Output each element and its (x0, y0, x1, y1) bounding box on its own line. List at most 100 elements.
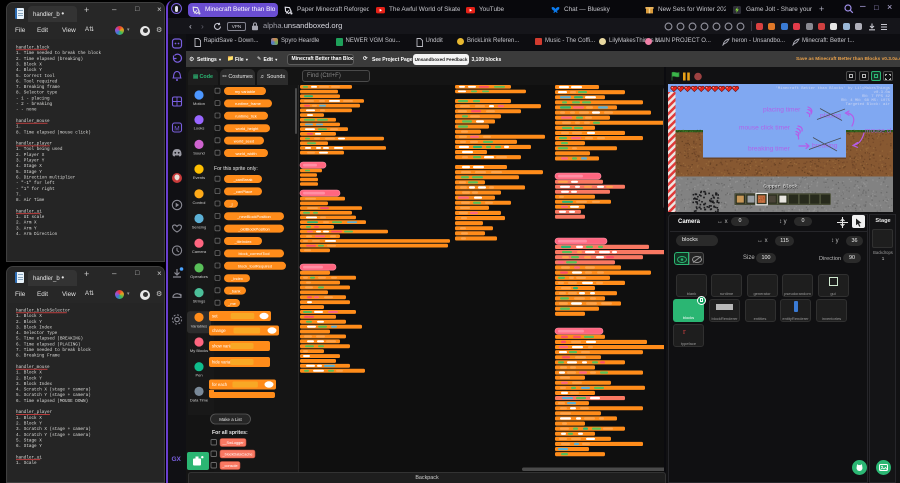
svg-text:8. Air Time: 8. Air Time (16, 198, 45, 203)
svg-text:breaking timer: breaking timer (748, 146, 791, 153)
svg-text:_canPlace: _canPlace (233, 189, 253, 194)
svg-text:4. Stage X: 4. Stage X (16, 164, 42, 169)
svg-text:Operators: Operators (190, 274, 208, 279)
svg-text:v0.3.0a: v0.3.0a (874, 91, 891, 95)
svg-text:_newBlockPosition: _newBlockPosition (236, 214, 271, 219)
svg-text:1. Scale: 1. Scale (16, 461, 37, 466)
svg-text:- - none: - - none (16, 108, 37, 113)
svg-text:3. Player Y: 3. Player Y (16, 159, 45, 164)
svg-text:world_width: world_width (235, 151, 256, 156)
svg-text:5. Correct tool: 5. Correct tool (16, 74, 55, 79)
svg-text:handler_mouse: handler_mouse (16, 119, 50, 124)
svg-text:show variable: show variable (212, 344, 238, 349)
svg-text:2. Time elapsed (breaking): 2. Time elapsed (breaking) (16, 57, 83, 62)
svg-text:Targeted Block: air: Targeted Block: air (846, 102, 890, 107)
svg-text:1. Block X: 1. Block X (16, 416, 42, 421)
svg-text:RN: 4 MN: 68 MS: 1075: RN: 4 MN: 68 MS: 1075 (841, 99, 891, 103)
svg-text:set: set (212, 314, 218, 319)
svg-text:8. Time elapsed (mouse click): 8. Time elapsed (mouse click) (16, 130, 91, 135)
svg-text:runtime_tick: runtime_tick (235, 114, 257, 119)
svg-text:Strings: Strings (193, 299, 205, 304)
svg-text:world_height: world_height (236, 126, 260, 131)
svg-text:5. Time elapsed (BREAKING): 5. Time elapsed (BREAKING) (16, 337, 83, 342)
svg-text:__SwLogger: __SwLogger (221, 441, 244, 445)
svg-text:2. Player X: 2. Player X (16, 153, 45, 158)
svg-text:For this sprite only:: For this sprite only: (214, 166, 258, 172)
svg-text:- 2 - breaking: - 2 - breaking (16, 102, 53, 107)
svg-text:_blockDataCache: _blockDataCache (222, 453, 253, 457)
svg-text:placing timer: placing timer (763, 107, 801, 114)
svg-text:My Blocks: My Blocks (190, 348, 208, 353)
svg-text:M: M (174, 125, 179, 132)
svg-text:2. Block Y: 2. Block Y (16, 422, 42, 427)
svg-text:handler_ui: handler_ui (16, 455, 42, 460)
svg-text:3. Block X: 3. Block X (16, 62, 42, 67)
svg-text:block_correctTool: block_correctTool (238, 251, 269, 256)
svg-text:4. Scratch X (stage + camera): 4. Scratch X (stage + camera) (16, 388, 91, 393)
svg-text:1. Block X: 1. Block X (16, 371, 42, 376)
svg-text:3. Scratch X (stage + camera): 3. Scratch X (stage + camera) (16, 427, 91, 432)
svg-text:Sound: Sound (193, 150, 205, 155)
svg-text:Sensing: Sensing (192, 225, 206, 230)
svg-text:_canBreak: _canBreak (232, 177, 252, 182)
svg-text:1. Tool being used: 1. Tool being used (16, 147, 63, 152)
svg-text:_bank: _bank (229, 288, 241, 293)
svg-text:Copper Block: Copper Block (764, 184, 798, 190)
svg-text:hide variable: hide variable (212, 360, 236, 365)
svg-text:handler_blockSelector: handler_blockSelector (16, 309, 71, 314)
svg-text:Copper Block: Copper Block (763, 184, 797, 190)
svg-text:for each: for each (212, 382, 228, 387)
svg-text:4. Arm Direction: 4. Arm Direction (16, 232, 58, 237)
svg-text:Variables: Variables (191, 323, 207, 328)
svg-text:runtime_frame: runtime_frame (235, 101, 262, 106)
svg-text:breaking: breaking (812, 143, 838, 150)
svg-text:5. Stage Y: 5. Stage Y (16, 170, 42, 175)
svg-text:7. Breaking frame: 7. Breaking frame (16, 85, 60, 90)
svg-text:6. Stage Y: 6. Stage Y (16, 444, 42, 449)
svg-text:5. Stage X: 5. Stage X (16, 438, 42, 443)
svg-text:Events: Events (193, 175, 205, 180)
svg-text:block_toolRequired: block_toolRequired (238, 264, 272, 269)
svg-text:Camera: Camera (192, 249, 207, 254)
svg-text:GX: GX (172, 456, 182, 463)
svg-text:For all sprites:: For all sprites: (212, 430, 248, 436)
svg-text:Pen: Pen (195, 373, 202, 378)
svg-text:Data Time: Data Time (190, 397, 209, 402)
svg-text:mouse click timer: mouse click timer (739, 125, 791, 132)
svg-text:6. Tool required: 6. Tool required (16, 79, 58, 84)
svg-text:8. Selector type: 8. Selector type (16, 91, 58, 96)
svg-text:7.: 7. (16, 192, 21, 197)
svg-text:change: change (212, 328, 226, 333)
svg-text:- "-1" for left: - "-1" for left (16, 181, 55, 186)
svg-text:4. Scratch Y (stage + camera): 4. Scratch Y (stage + camera) (16, 433, 91, 438)
svg-text:RN: 7 FPS 42: RN: 7 FPS 42 (862, 95, 891, 99)
svg-text:handler_mouse: handler_mouse (16, 365, 50, 370)
svg-text:_tileIndex: _tileIndex (233, 239, 251, 244)
svg-text:3. Arm Y: 3. Arm Y (16, 226, 37, 231)
svg-text:3. Block Index: 3. Block Index (16, 382, 53, 387)
svg-text:6. Time elapsed (PLACING): 6. Time elapsed (PLACING) (16, 342, 80, 347)
svg-text:handler_player: handler_player (16, 142, 53, 147)
svg-text:2. Block Y: 2. Block Y (16, 376, 42, 381)
svg-text:1. Time needed to break the bl: 1. Time needed to break the block (16, 51, 102, 56)
svg-text:4. Selector Type: 4. Selector Type (16, 331, 58, 336)
svg-text:2. Arm X: 2. Arm X (16, 221, 37, 226)
svg-text:1. Block X: 1. Block X (16, 314, 42, 319)
svg-text:Make a List: Make a List (219, 417, 242, 422)
svg-text:5. Scratch Y (stage + camera): 5. Scratch Y (stage + camera) (16, 393, 91, 398)
svg-text:6. Time elapsed (MOUSE DOWN): 6. Time elapsed (MOUSE DOWN) (16, 399, 88, 404)
svg-text:_oldBlockPosition: _oldBlockPosition (237, 226, 270, 231)
svg-text:4. Block Y: 4. Block Y (16, 68, 42, 73)
svg-text:8. Breaking Frame: 8. Breaking Frame (16, 354, 60, 359)
svg-text:- 1 - placing: - 1 - placing (16, 96, 50, 101)
svg-text:handler_block: handler_block (16, 46, 50, 51)
svg-text:- "1" for right: - "1" for right (16, 187, 55, 192)
svg-text:Motion: Motion (193, 101, 205, 106)
svg-text:_j: _j (228, 202, 232, 207)
svg-text:3. Block Index: 3. Block Index (16, 325, 53, 330)
svg-text:'Minecraft Better than Blocks': 'Minecraft Better than Blocks' by LilyMa… (776, 86, 891, 91)
svg-text:7. Time needed to break block: 7. Time needed to break block (16, 348, 91, 353)
svg-text:handler_player: handler_player (16, 410, 53, 415)
svg-text:Control: Control (193, 200, 206, 205)
svg-text:_console: _console (221, 464, 237, 468)
